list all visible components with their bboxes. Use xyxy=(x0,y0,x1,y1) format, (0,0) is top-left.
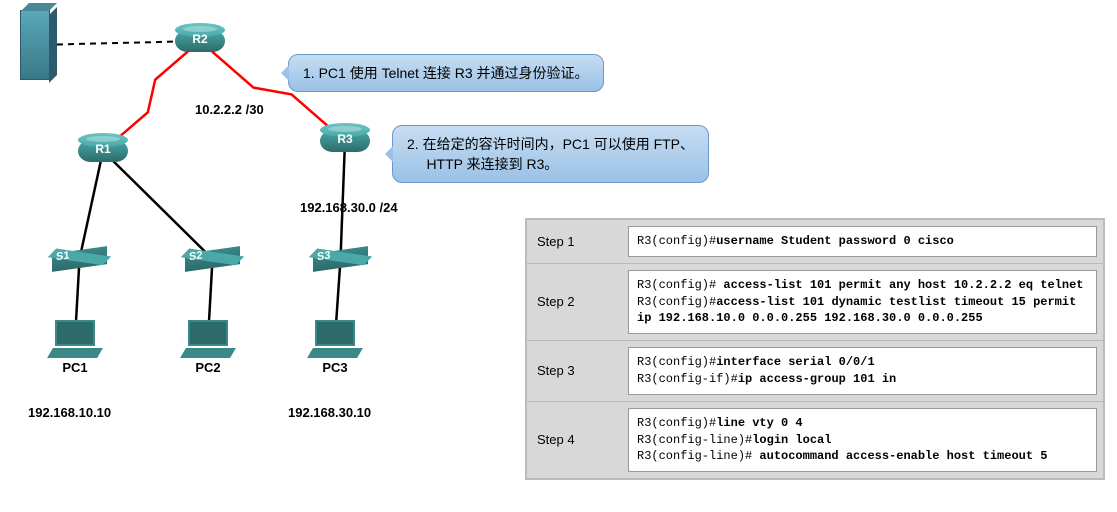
step-row-4: Step 4R3(config)#line vty 0 4R3(config-l… xyxy=(527,402,1103,478)
config-code: R3(config)#username Student password 0 c… xyxy=(628,226,1097,257)
node-S1: S1 xyxy=(52,250,107,268)
callout-1: 1. PC1 使用 Telnet 连接 R3 并通过身份验证。 xyxy=(288,54,604,92)
step-label: Step 1 xyxy=(527,220,622,263)
steps-panel: Step 1R3(config)#username Student passwo… xyxy=(525,218,1105,480)
step-row-3: Step 3R3(config)#interface serial 0/0/1R… xyxy=(527,341,1103,402)
config-code: R3(config)#interface serial 0/0/1R3(conf… xyxy=(628,347,1097,395)
node-R2: R2 xyxy=(175,30,225,52)
config-code: R3(config)#line vty 0 4R3(config-line)#l… xyxy=(628,408,1097,472)
switch-label: S3 xyxy=(317,249,330,263)
node-S3: S3 xyxy=(313,250,368,268)
node-PC1: PC1 xyxy=(50,320,100,375)
subnet-label: 192.168.30.10 xyxy=(288,405,371,420)
subnet-label: 192.168.10.10 xyxy=(28,405,111,420)
switch-label: S2 xyxy=(189,249,202,263)
step-label: Step 4 xyxy=(527,402,622,478)
subnet-label: 192.168.30.0 /24 xyxy=(300,200,398,215)
node-R1: R1 xyxy=(78,140,128,162)
node-PC3: PC3 xyxy=(310,320,360,375)
pc-label: PC2 xyxy=(195,360,220,375)
router-label: R2 xyxy=(175,32,225,46)
config-code: R3(config)# access-list 101 permit any h… xyxy=(628,270,1097,334)
callout-2: 2. 在给定的容许时间内，PC1 可以使用 FTP、 HTTP 来连接到 R3。 xyxy=(392,125,709,183)
router-label: R1 xyxy=(78,142,128,156)
node-PC2: PC2 xyxy=(183,320,233,375)
step-label: Step 2 xyxy=(527,264,622,340)
node-S2: S2 xyxy=(185,250,240,268)
node-server xyxy=(20,10,50,80)
switch-label: S1 xyxy=(56,249,69,263)
step-row-2: Step 2R3(config)# access-list 101 permit… xyxy=(527,264,1103,341)
pc-label: PC3 xyxy=(322,360,347,375)
step-row-1: Step 1R3(config)#username Student passwo… xyxy=(527,220,1103,264)
pc-label: PC1 xyxy=(62,360,87,375)
node-R3: R3 xyxy=(320,130,370,152)
step-label: Step 3 xyxy=(527,341,622,401)
subnet-label: 10.2.2.2 /30 xyxy=(195,102,264,117)
router-label: R3 xyxy=(320,132,370,146)
